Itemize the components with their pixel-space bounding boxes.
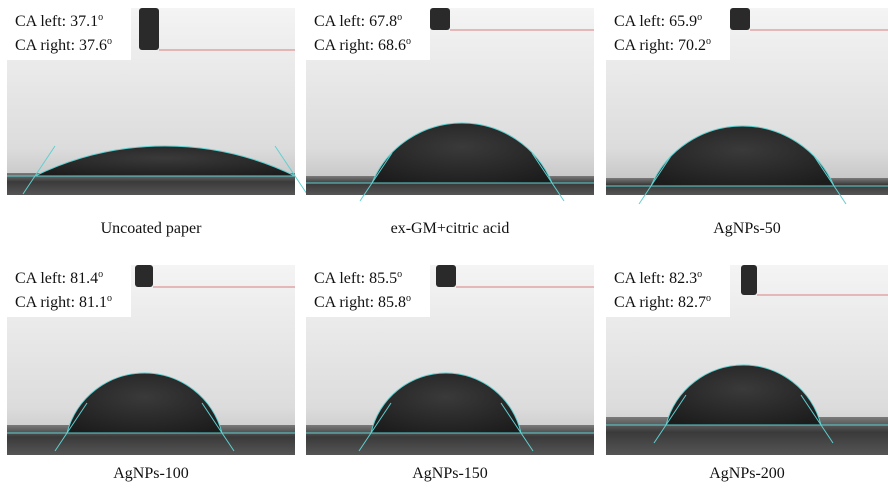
angle-text: CA left: 37.1 [15,13,98,30]
caption: AgNPs-50 [713,220,781,237]
degree-mark: o [397,269,402,280]
contact-angle-label: CA right: 70.2o [614,36,711,54]
contact-angle-label: CA right: 82.7o [614,293,711,311]
degree-mark: o [697,12,702,23]
needle [436,265,456,287]
needle [139,8,159,50]
angle-text: CA right: 85.8 [314,294,406,311]
caption: Uncoated paper [101,220,203,237]
angle-text: CA right: 82.7 [614,294,706,311]
angle-text: CA left: 67.8 [314,13,397,30]
contact-angle-label: CA left: 85.5o [314,269,402,287]
degree-mark: o [98,269,103,280]
contact-angle-label: CA right: 81.1o [15,293,112,311]
degree-mark: o [697,269,702,280]
degree-mark: o [98,12,103,23]
angle-text: CA left: 81.4 [15,270,98,287]
caption: AgNPs-100 [113,465,189,482]
contact-angle-label: CA left: 37.1o [15,12,103,30]
degree-mark: o [706,293,711,304]
caption: AgNPs-200 [709,465,785,482]
degree-mark: o [406,293,411,304]
degree-mark: o [107,36,112,47]
angle-text: CA left: 65.9 [614,13,697,30]
contact-angle-label: CA left: 67.8o [314,12,402,30]
contact-angle-label: CA right: 37.6o [15,36,112,54]
contact-angle-label: CA right: 85.8o [314,293,411,311]
needle [430,8,450,30]
degree-mark: o [397,12,402,23]
degree-mark: o [706,36,711,47]
angle-text: CA right: 37.6 [15,37,107,54]
contact-angle-label: CA left: 81.4o [15,269,103,287]
degree-mark: o [406,36,411,47]
degree-mark: o [107,293,112,304]
needle [730,8,750,30]
angle-text: CA left: 82.3 [614,270,697,287]
needle [741,265,757,295]
angle-text: CA right: 68.6 [314,37,406,54]
contact-angle-label: CA left: 82.3o [614,269,702,287]
needle [135,265,153,287]
figure: CA left: 37.1oCA right: 37.6oUncoated pa… [0,0,888,488]
angle-text: CA right: 70.2 [614,37,706,54]
contact-angle-label: CA right: 68.6o [314,36,411,54]
angle-text: CA left: 85.5 [314,270,397,287]
angle-text: CA right: 81.1 [15,294,107,311]
caption: AgNPs-150 [412,465,488,482]
contact-angle-label: CA left: 65.9o [614,12,702,30]
caption: ex-GM+citric acid [391,220,510,237]
